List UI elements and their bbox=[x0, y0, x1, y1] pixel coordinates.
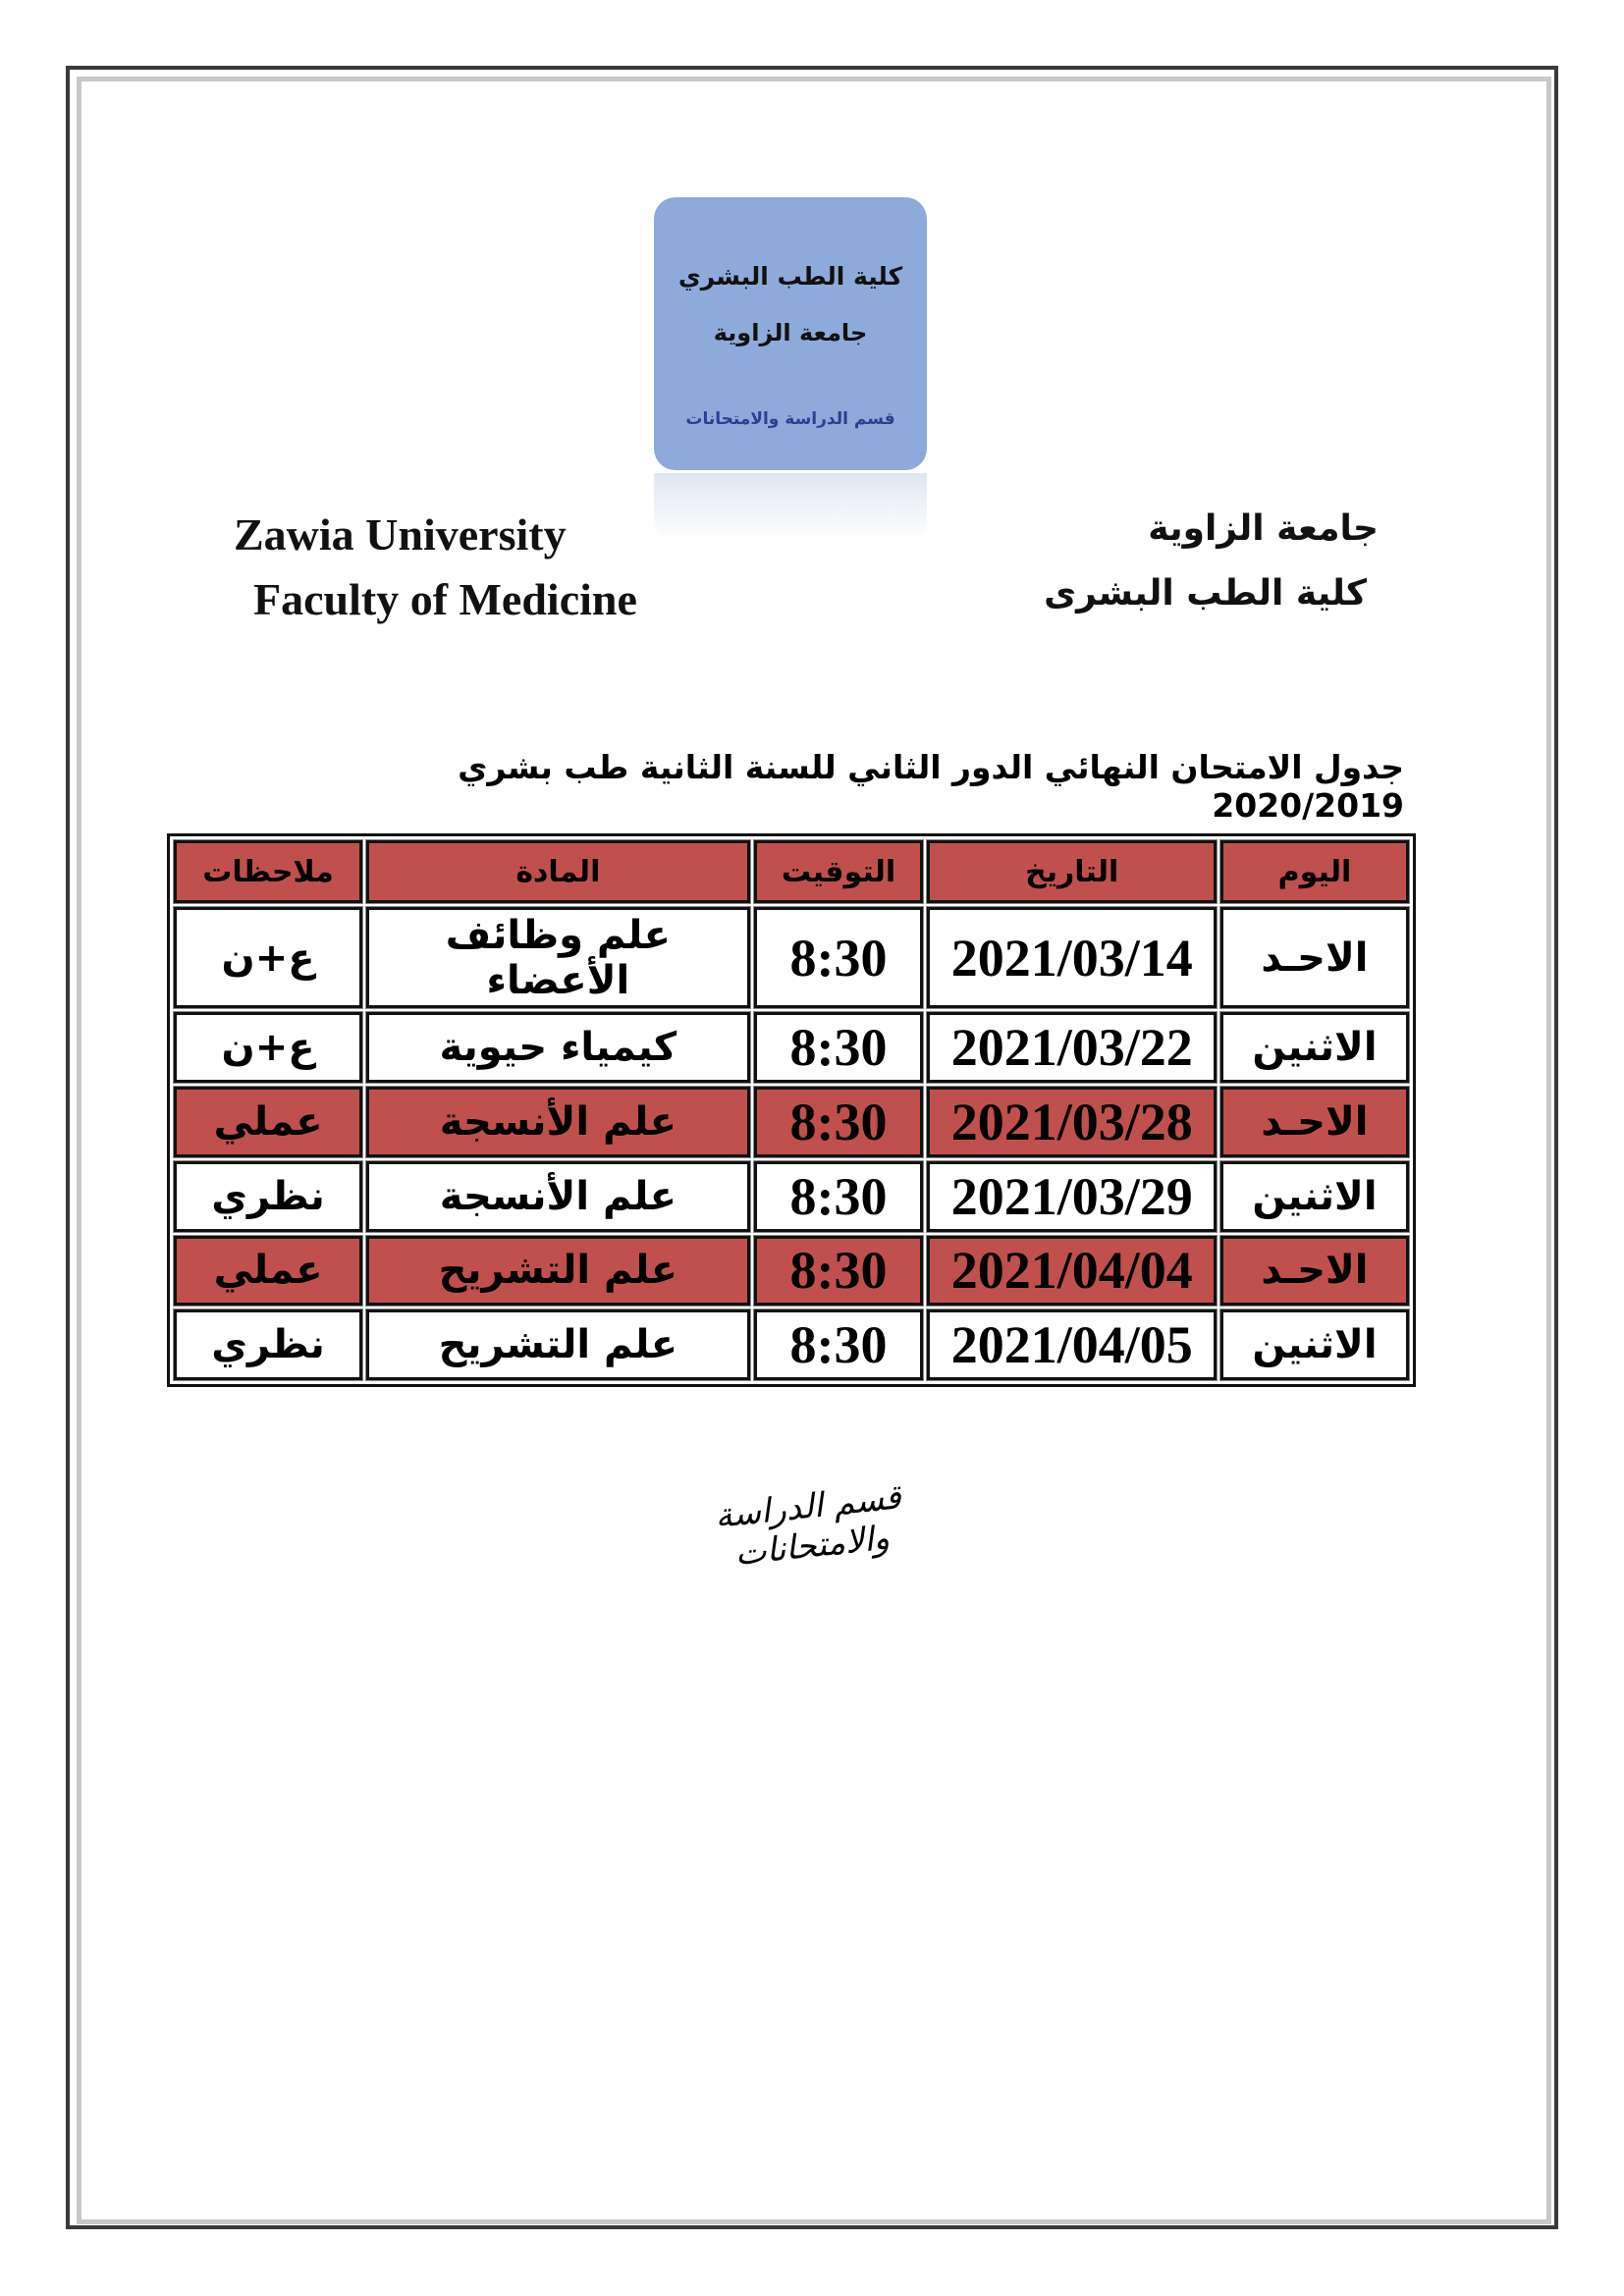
en-university: Zawia University bbox=[234, 509, 567, 560]
logo-reflection bbox=[654, 473, 927, 542]
header-day: اليوم bbox=[1218, 839, 1411, 904]
subject-cell: علم الأنسجة bbox=[365, 1159, 751, 1233]
header-notes: ملاحظات bbox=[172, 839, 364, 904]
note-cell: ع+ن bbox=[172, 1011, 364, 1085]
subject-cell: علم التشريح bbox=[365, 1234, 751, 1308]
table-row: الاحـد 2021/04/04 8:30 علم التشريح عملي bbox=[172, 1234, 1411, 1308]
table-row: الاثنين 2021/03/22 8:30 كيمياء حيوية ع+ن bbox=[172, 1011, 1411, 1085]
note-cell: عملي bbox=[172, 1234, 364, 1308]
logo-line-department: قسم الدراسة والامتحانات bbox=[685, 409, 895, 429]
en-faculty: Faculty of Medicine bbox=[253, 574, 637, 624]
table-row: الاثنين 2021/04/05 8:30 علم التشريح نظري bbox=[172, 1308, 1411, 1381]
date-cell: 2021/04/05 bbox=[926, 1308, 1218, 1381]
day-cell: الاثنين bbox=[1218, 1308, 1411, 1381]
day-cell: الاثنين bbox=[1218, 1011, 1411, 1085]
table-row: الاحـد 2021/03/14 8:30 علم وظائف الأعضاء ع+ن bbox=[172, 905, 1411, 1010]
time-cell: 8:30 bbox=[752, 1234, 925, 1308]
time-cell: 8:30 bbox=[752, 1308, 925, 1381]
date-cell: 2021/03/22 bbox=[926, 1011, 1218, 1085]
note-cell: نظري bbox=[172, 1159, 364, 1233]
table-header-row: اليوم التاريخ التوقيت المادة ملاحظات bbox=[172, 839, 1411, 904]
date-cell: 2021/04/04 bbox=[926, 1234, 1218, 1308]
time-cell: 8:30 bbox=[752, 1086, 925, 1158]
day-cell: الاثنين bbox=[1218, 1159, 1411, 1233]
logo-line-faculty: كلية الطب البشري bbox=[677, 262, 903, 291]
time-cell: 8:30 bbox=[752, 1011, 925, 1085]
day-cell: الاحـد bbox=[1218, 905, 1411, 1010]
time-cell: 8:30 bbox=[752, 1159, 925, 1233]
table-row: الاحـد 2021/03/28 8:30 علم الأنسجة عملي bbox=[172, 1086, 1411, 1158]
note-cell: ع+ن bbox=[172, 905, 364, 1010]
day-cell: الاحـد bbox=[1218, 1086, 1411, 1158]
header-subject: المادة bbox=[365, 839, 751, 904]
ar-faculty: كلية الطب البشرى bbox=[1044, 573, 1367, 614]
table-row: الاثنين 2021/03/29 8:30 علم الأنسجة نظري bbox=[172, 1159, 1411, 1233]
header-date: التاريخ bbox=[926, 839, 1218, 904]
page-border-inner bbox=[77, 77, 1551, 2224]
schedule-title: جدول الامتحان النهائي الدور الثاني للسنة… bbox=[458, 748, 1404, 825]
time-cell: 8:30 bbox=[752, 905, 925, 1010]
note-cell: عملي bbox=[172, 1086, 364, 1158]
date-cell: 2021/03/29 bbox=[926, 1159, 1218, 1233]
day-cell: الاحـد bbox=[1218, 1234, 1411, 1308]
date-cell: 2021/03/28 bbox=[926, 1086, 1218, 1158]
note-cell: نظري bbox=[172, 1308, 364, 1381]
logo-line-university: جامعة الزاوية bbox=[713, 319, 868, 347]
ar-university: جامعة الزاوية bbox=[1148, 508, 1379, 549]
header-time: التوقيت bbox=[752, 839, 925, 904]
faculty-logo: كلية الطب البشري جامعة الزاوية قسم الدرا… bbox=[654, 197, 927, 470]
subject-cell: كيمياء حيوية bbox=[365, 1011, 751, 1085]
subject-cell: علم التشريح bbox=[365, 1308, 751, 1381]
exam-schedule-table: اليوم التاريخ التوقيت المادة ملاحظات الا… bbox=[167, 833, 1416, 1387]
date-cell: 2021/03/14 bbox=[926, 905, 1218, 1010]
page-border-outer bbox=[66, 66, 1558, 2229]
subject-cell: علم وظائف الأعضاء bbox=[365, 905, 751, 1010]
subject-cell: علم الأنسجة bbox=[365, 1086, 751, 1158]
